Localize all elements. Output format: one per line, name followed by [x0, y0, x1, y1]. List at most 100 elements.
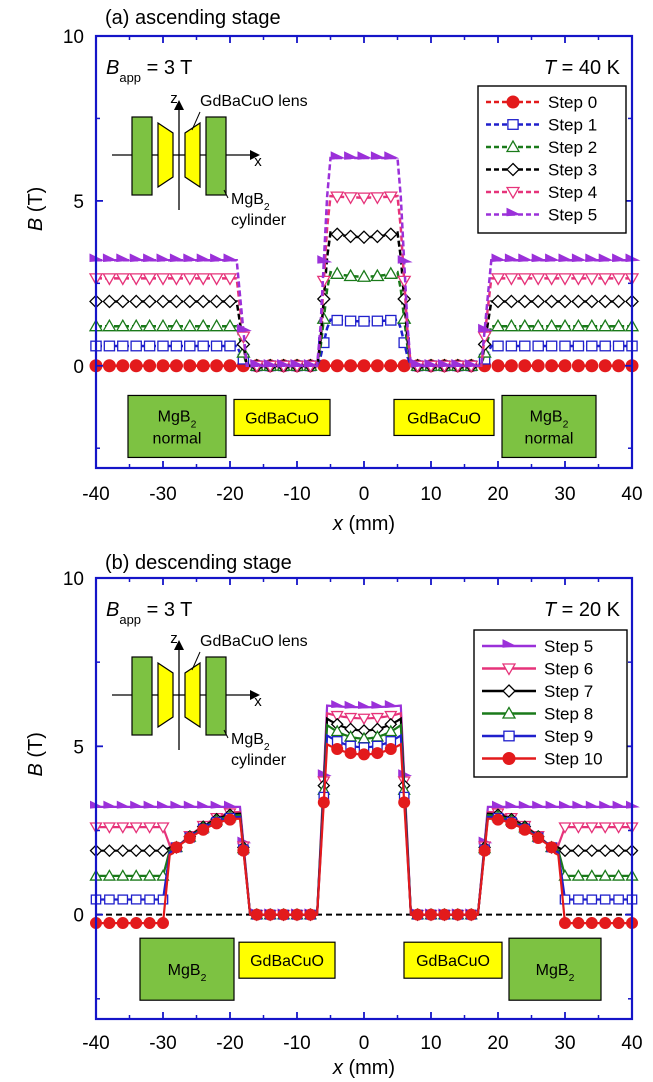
data-point: [116, 917, 129, 930]
data-point: [210, 800, 225, 809]
data-point: [544, 273, 559, 286]
data-point: [586, 894, 598, 905]
data-point: [303, 358, 319, 368]
data-point: [598, 294, 613, 309]
data-point: [156, 822, 170, 834]
series-step-0: [89, 359, 639, 373]
data-point: [115, 273, 130, 286]
x-tick-label: 20: [487, 1033, 508, 1054]
data-point: [277, 908, 290, 921]
data-point: [491, 294, 505, 309]
data-point: [571, 822, 586, 834]
legend-label: Step 10: [544, 750, 603, 769]
data-point: [411, 908, 424, 921]
data-point: [169, 273, 184, 286]
data-point: [317, 255, 333, 264]
region-label: MgB2: [530, 408, 569, 430]
data-point: [182, 294, 197, 309]
data-point: [545, 800, 560, 809]
legend-label: Step 9: [544, 727, 593, 746]
y-tick-label: 10: [63, 569, 84, 590]
data-point: [371, 315, 384, 327]
data-point: [102, 253, 118, 262]
data-point: [102, 869, 117, 881]
legend-frame: [477, 85, 627, 234]
legend-label: Step 3: [548, 161, 597, 180]
data-point: [142, 318, 157, 332]
inset-x-label: x: [254, 153, 262, 170]
data-point: [183, 359, 197, 373]
inset-cylinder-right: [205, 656, 227, 736]
data-point: [223, 359, 237, 373]
data-point: [358, 315, 370, 327]
data-point: [116, 359, 130, 373]
data-point: [573, 894, 584, 905]
legend-label: Step 4: [548, 183, 597, 202]
inset-x-arrow: [250, 150, 260, 160]
data-point: [532, 832, 545, 845]
data-point: [531, 273, 546, 286]
data-point: [519, 340, 531, 352]
data-point: [612, 800, 627, 809]
data-point: [263, 358, 279, 368]
data-point: [317, 796, 330, 809]
data-point: [557, 318, 573, 332]
data-point: [370, 151, 386, 160]
x-tick-label: -20: [216, 1033, 243, 1054]
region-rect: [233, 398, 331, 437]
chart-panel-b: (b) descending stage MgB2 GdBaCuO GdBaCuO Mg…: [25, 552, 643, 1079]
data-point: [142, 869, 157, 881]
y-axis-label: B (T): [25, 187, 47, 231]
data-point: [518, 359, 532, 373]
data-point: [143, 917, 156, 930]
legend-marker: [501, 663, 517, 676]
data-point: [102, 318, 117, 332]
data-point: [142, 294, 157, 309]
data-point: [170, 800, 185, 809]
data-point: [224, 340, 236, 352]
data-point: [116, 822, 130, 834]
data-point: [531, 253, 547, 262]
data-point: [612, 340, 625, 352]
data-point: [612, 359, 626, 373]
data-point: [371, 747, 384, 760]
data-point: [584, 318, 599, 332]
data-point: [142, 822, 157, 834]
data-point: [490, 273, 506, 286]
data-point: [585, 917, 598, 930]
data-point: [398, 796, 411, 809]
data-point: [143, 253, 159, 262]
data-point: [598, 318, 613, 332]
data-point: [169, 359, 183, 373]
data-point: [330, 227, 345, 242]
data-point: [156, 294, 170, 309]
legend-marker: [502, 752, 516, 765]
inset-lens-left: [157, 121, 174, 189]
data-point: [491, 359, 505, 373]
data-point: [612, 917, 625, 930]
region-label: GdBaCuO: [407, 410, 481, 427]
data-point: [143, 340, 156, 352]
data-point: [504, 253, 520, 262]
data-point: [143, 359, 157, 373]
data-point: [330, 151, 346, 160]
data-point: [544, 294, 559, 309]
y-tick-label: 5: [73, 737, 84, 758]
data-point: [504, 273, 519, 286]
legend-label: Step 8: [544, 705, 593, 724]
x-tick-label: -10: [283, 484, 310, 505]
data-point: [356, 269, 372, 282]
region-rect: [238, 941, 336, 979]
data-point: [343, 712, 358, 725]
data-point: [157, 917, 169, 930]
data-point: [155, 273, 171, 286]
legend-marker: [502, 639, 518, 648]
data-point: [290, 358, 306, 368]
data-point: [183, 832, 196, 845]
region-rect: [403, 941, 503, 979]
data-point: [264, 908, 277, 921]
data-point: [196, 253, 212, 262]
legend-marker: [501, 706, 517, 719]
